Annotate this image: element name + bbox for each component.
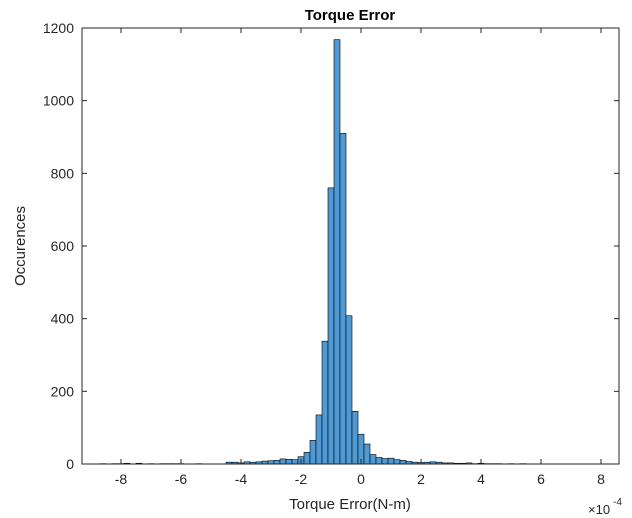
histogram-bar (363, 443, 371, 465)
x-tick-label: 4 (477, 471, 485, 487)
x-exponent-base: ×10 (588, 502, 610, 517)
histogram-bar (393, 459, 401, 465)
histogram-bar (369, 454, 377, 465)
histogram-bar (381, 458, 389, 465)
chart-title: Torque Error (305, 7, 396, 24)
histogram-bar (315, 414, 323, 465)
histogram-bar (327, 187, 335, 465)
x-tick-label: 2 (417, 471, 425, 487)
x-tick-label: 6 (537, 471, 545, 487)
y-tick-label: 0 (66, 456, 74, 472)
x-tick-label: -8 (115, 471, 128, 487)
histogram-bar (273, 460, 281, 465)
y-tick-label: 800 (51, 165, 75, 181)
histogram-bar (345, 315, 353, 465)
histogram-bar (279, 458, 287, 465)
y-tick-label: 1000 (43, 93, 74, 109)
y-tick-label: 400 (51, 311, 75, 327)
histogram-bar (333, 39, 341, 465)
x-axis-label: Torque Error(N-m) (289, 496, 411, 513)
x-tick-label: 8 (597, 471, 605, 487)
x-exponent-power: -4 (613, 497, 622, 508)
histogram-bar (351, 411, 359, 465)
x-tick-label: -2 (295, 471, 308, 487)
y-tick-label: 200 (51, 383, 75, 399)
histogram-bar (285, 458, 293, 465)
y-tick-label: 600 (51, 238, 75, 254)
histogram-bar (321, 340, 329, 465)
bars-group (99, 39, 527, 465)
x-tick-label: -4 (235, 471, 248, 487)
x-tick-label: 0 (357, 471, 365, 487)
x-tick-label: -6 (175, 471, 188, 487)
y-tick-label: 1200 (43, 20, 74, 36)
histogram-bar (375, 457, 383, 465)
ticks-group: -8 -6 -4 -2 0 2 4 6 8 0 200 400 600 800 1000 1200 (43, 20, 619, 487)
histogram-bar (387, 457, 395, 465)
histogram-bar (339, 133, 347, 465)
histogram-bar (303, 452, 311, 465)
histogram-bar (291, 459, 299, 465)
histogram-bar (309, 440, 317, 465)
histogram-bar (399, 460, 407, 465)
y-axis-label: Occurences (12, 206, 29, 286)
